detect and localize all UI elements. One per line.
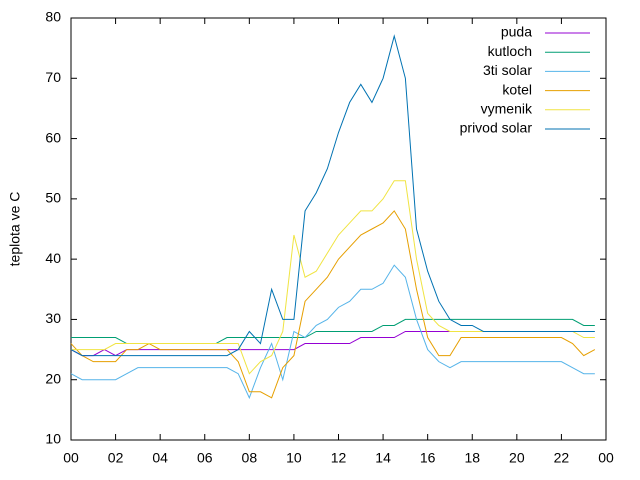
y-tick-label: 60: [45, 129, 61, 145]
x-tick-label: 16: [420, 450, 436, 466]
x-tick-label: 00: [63, 450, 79, 466]
legend-label: vymenik: [481, 101, 533, 117]
x-tick-label: 04: [152, 450, 168, 466]
legend-label: 3ti solar: [483, 62, 532, 78]
x-tick-label: 22: [554, 450, 570, 466]
legend-label: privod solar: [460, 120, 533, 136]
x-tick-label: 00: [598, 450, 614, 466]
series-line: [70, 34, 595, 357]
y-tick-label: 70: [45, 69, 61, 85]
x-tick-label: 02: [108, 450, 124, 466]
y-tick-label: 30: [45, 310, 61, 326]
x-tick-label: 08: [242, 450, 258, 466]
y-tick-label: 10: [45, 431, 61, 447]
series-line: [70, 210, 596, 399]
y-tick-label: 40: [45, 250, 61, 266]
legend-label: puda: [501, 24, 532, 40]
x-tick-label: 06: [197, 450, 213, 466]
x-tick-label: 10: [286, 450, 302, 466]
series-line: [70, 264, 595, 400]
x-tick-label: 14: [375, 450, 391, 466]
y-tick-label: 20: [45, 370, 61, 386]
y-tick-label: 80: [45, 9, 61, 25]
legend-label: kotel: [502, 81, 532, 97]
x-tick-label: 12: [331, 450, 347, 466]
y-axis-label: teplota ve C: [7, 192, 23, 267]
legend-label: kutloch: [488, 43, 532, 59]
x-tick-label: 18: [464, 450, 480, 466]
y-tick-label: 50: [45, 190, 61, 206]
x-tick-label: 20: [509, 450, 525, 466]
